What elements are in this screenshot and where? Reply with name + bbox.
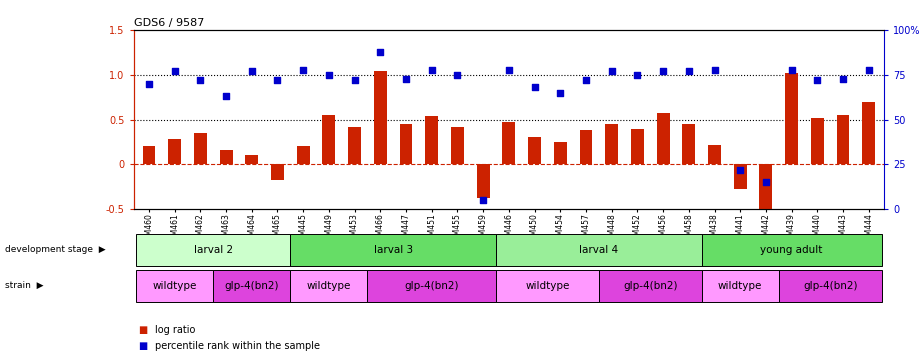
- Bar: [426, 116, 438, 164]
- Text: ■: ■: [138, 325, 147, 335]
- Bar: [631, 129, 644, 164]
- Text: larval 2: larval 2: [193, 245, 233, 255]
- Point: [501, 67, 516, 72]
- Point: [373, 49, 388, 55]
- Bar: [779, 270, 881, 302]
- Bar: [682, 124, 695, 164]
- Bar: [374, 71, 387, 164]
- Text: larval 4: larval 4: [579, 245, 618, 255]
- Bar: [290, 270, 367, 302]
- Bar: [836, 115, 849, 164]
- Bar: [271, 164, 284, 180]
- Text: development stage  ▶: development stage ▶: [5, 245, 105, 255]
- Text: glp-4(bn2): glp-4(bn2): [225, 281, 279, 291]
- Bar: [194, 133, 207, 164]
- Bar: [348, 127, 361, 164]
- Point: [193, 77, 208, 83]
- Bar: [477, 164, 490, 198]
- Bar: [322, 115, 335, 164]
- Text: glp-4(bn2): glp-4(bn2): [803, 281, 857, 291]
- Point: [527, 85, 542, 90]
- Point: [347, 77, 362, 83]
- Point: [476, 197, 491, 203]
- Point: [218, 94, 233, 99]
- Bar: [554, 142, 566, 164]
- Text: young adult: young adult: [761, 245, 822, 255]
- Point: [682, 69, 696, 74]
- Text: ■: ■: [138, 341, 147, 351]
- Point: [578, 77, 593, 83]
- Point: [785, 67, 799, 72]
- Bar: [290, 234, 496, 266]
- Bar: [528, 137, 541, 164]
- Bar: [734, 164, 747, 189]
- Bar: [503, 122, 515, 164]
- Bar: [136, 270, 214, 302]
- Bar: [169, 139, 181, 164]
- Bar: [579, 130, 592, 164]
- Point: [733, 167, 748, 172]
- Point: [399, 76, 414, 81]
- Text: log ratio: log ratio: [155, 325, 195, 335]
- Text: GDS6 / 9587: GDS6 / 9587: [134, 18, 204, 28]
- Text: wildtype: wildtype: [718, 281, 763, 291]
- Text: glp-4(bn2): glp-4(bn2): [623, 281, 678, 291]
- Bar: [657, 114, 670, 164]
- Bar: [702, 234, 881, 266]
- Bar: [214, 270, 290, 302]
- Point: [244, 69, 259, 74]
- Bar: [451, 127, 464, 164]
- Text: strain  ▶: strain ▶: [5, 281, 43, 290]
- Point: [321, 72, 336, 78]
- Point: [810, 77, 824, 83]
- Bar: [605, 124, 618, 164]
- Bar: [862, 102, 875, 164]
- Bar: [708, 145, 721, 164]
- Text: glp-4(bn2): glp-4(bn2): [404, 281, 459, 291]
- Point: [270, 77, 285, 83]
- Point: [759, 179, 774, 185]
- Bar: [245, 155, 258, 164]
- Bar: [367, 270, 496, 302]
- Bar: [760, 164, 773, 209]
- Text: wildtype: wildtype: [153, 281, 197, 291]
- Bar: [400, 124, 413, 164]
- Point: [450, 72, 465, 78]
- Bar: [136, 234, 290, 266]
- Bar: [496, 270, 599, 302]
- Bar: [220, 150, 232, 164]
- Point: [630, 72, 645, 78]
- Point: [835, 76, 850, 81]
- Point: [861, 67, 876, 72]
- Bar: [143, 146, 156, 164]
- Text: wildtype: wildtype: [307, 281, 351, 291]
- Point: [604, 69, 619, 74]
- Bar: [810, 118, 823, 164]
- Point: [142, 81, 157, 87]
- Text: percentile rank within the sample: percentile rank within the sample: [155, 341, 320, 351]
- Point: [553, 90, 567, 96]
- Bar: [599, 270, 702, 302]
- Text: larval 3: larval 3: [374, 245, 413, 255]
- Bar: [786, 73, 798, 164]
- Bar: [496, 234, 702, 266]
- Point: [296, 67, 310, 72]
- Point: [656, 69, 670, 74]
- Bar: [702, 270, 779, 302]
- Point: [707, 67, 722, 72]
- Point: [168, 69, 182, 74]
- Bar: [297, 146, 309, 164]
- Text: wildtype: wildtype: [525, 281, 569, 291]
- Point: [425, 67, 439, 72]
